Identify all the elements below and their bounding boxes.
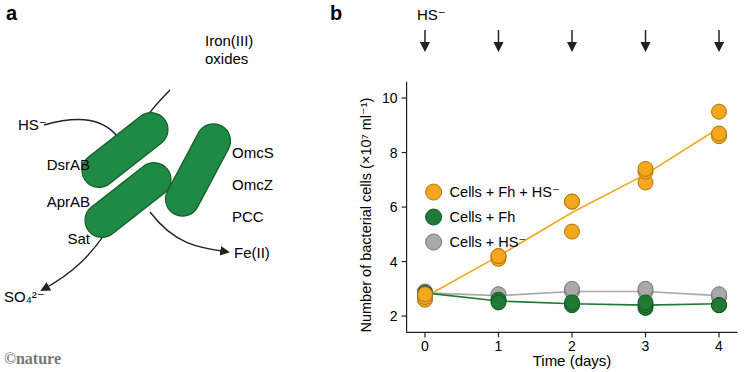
y-axis-label: Number of bacterial cells (×10⁷ ml⁻¹) [358, 98, 374, 333]
y-tick [402, 97, 407, 98]
replicate-point [565, 295, 580, 310]
replicate-point [638, 161, 653, 176]
y-tick-label: 6 [390, 199, 398, 215]
addition-arrow [718, 30, 720, 50]
y-tick-label: 2 [390, 308, 398, 324]
replicate-point [565, 281, 580, 296]
x-tick-label: 4 [715, 338, 723, 354]
y-tick [402, 315, 407, 316]
addition-arrow [645, 30, 647, 50]
x-tick [498, 332, 499, 337]
panel-b: b24681001234Time (days)Number of bacteri… [330, 2, 737, 369]
x-tick [645, 332, 646, 337]
flow-curve [44, 120, 120, 140]
bacterial-cell [160, 118, 237, 222]
x-tick [424, 332, 425, 337]
output-label: Fe(II) [234, 244, 270, 261]
legend-label: Cells + Fh [450, 209, 516, 225]
y-tick [402, 152, 407, 153]
replicate-point [565, 194, 580, 209]
y-tick [402, 261, 407, 262]
input-label: oxides [205, 50, 248, 67]
protein-label: OmcS [232, 144, 274, 161]
replicate-point [491, 295, 506, 310]
addition-arrow [571, 30, 573, 50]
y-tick-label: 4 [390, 254, 398, 270]
bacterial-cell [78, 156, 178, 244]
replicate-point [417, 287, 432, 302]
y-tick-label: 8 [390, 145, 398, 161]
figure: a HS⁻ Iron(III)oxides DsrAB AprAB Sat OmcS OmcZ… [0, 0, 751, 372]
addition-arrow [498, 30, 500, 50]
x-tick-label: 0 [421, 338, 429, 354]
replicate-point [712, 126, 727, 141]
x-tick [718, 332, 719, 337]
replicate-point [491, 249, 506, 264]
annotation: HS⁻ [417, 6, 446, 23]
replicate-point [417, 287, 432, 302]
replicate-point [712, 298, 727, 313]
series-line [425, 128, 719, 297]
legend-swatch [426, 234, 442, 250]
protein-label: PCC [232, 208, 264, 225]
credit: ©nature [4, 350, 61, 367]
output-label: SO₄²⁻ [4, 288, 45, 305]
legend-swatch [426, 209, 442, 225]
legend-label: Cells + Fh + HS⁻ [450, 184, 560, 200]
x-tick-label: 3 [642, 338, 650, 354]
plot-data [417, 104, 726, 315]
legend-swatch [426, 184, 442, 200]
addition-arrow [424, 30, 426, 50]
replicate-point [565, 194, 580, 209]
protein-label: AprAB [47, 193, 90, 210]
x-axis-label: Time (days) [533, 352, 612, 369]
x-tick [571, 332, 572, 337]
legend-label: Cells + HS⁻ [450, 234, 527, 250]
input-label: HS⁻ [18, 116, 47, 133]
y-tick-label: 10 [382, 90, 398, 106]
input-label: Iron(III) [205, 32, 253, 49]
replicate-point [638, 295, 653, 310]
replicate-point [712, 104, 727, 119]
replicate-point [565, 224, 580, 239]
protein-label: OmcZ [232, 176, 273, 193]
panel-label: a [6, 2, 18, 24]
protein-label: Sat [67, 230, 90, 247]
replicate-point [638, 281, 653, 296]
replicate-point [491, 249, 506, 264]
flow-curve [150, 212, 228, 252]
replicate-point [712, 298, 727, 313]
panel-label: b [330, 2, 342, 24]
protein-label: DsrAB [47, 156, 90, 173]
x-tick-label: 1 [495, 338, 503, 354]
panel-a: a HS⁻ Iron(III)oxides DsrAB AprAB Sat OmcS OmcZ… [4, 2, 274, 305]
y-tick [402, 206, 407, 207]
